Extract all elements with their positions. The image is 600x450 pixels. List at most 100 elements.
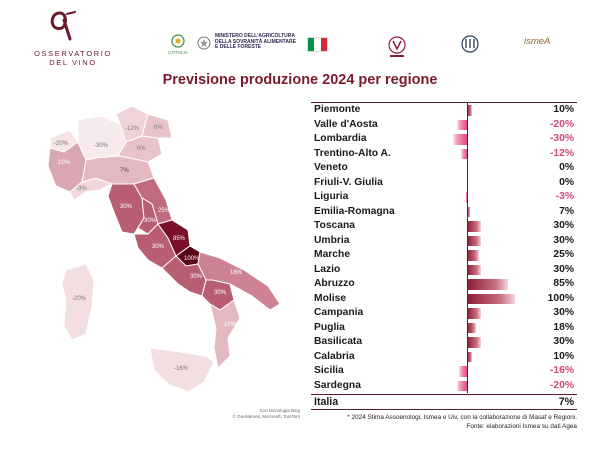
bar bbox=[465, 192, 467, 203]
value-label: 30% bbox=[553, 263, 574, 275]
chart-title: Previsione produzione 2024 per regione bbox=[162, 72, 438, 88]
bar bbox=[461, 148, 467, 159]
region-label: Lombardia bbox=[314, 133, 367, 144]
map-label-umbria: 30% bbox=[144, 218, 157, 224]
bar-row: Piemonte 10% bbox=[311, 103, 577, 118]
bar bbox=[467, 279, 508, 290]
map-label-veneto: 0% bbox=[137, 146, 146, 152]
bar-row: Abruzzo 85% bbox=[311, 277, 577, 292]
bar bbox=[467, 322, 476, 333]
value-label: 30% bbox=[553, 307, 574, 318]
value-label: -16% bbox=[549, 365, 574, 376]
bar bbox=[467, 293, 515, 304]
bar-row: Toscana 30% bbox=[311, 219, 577, 234]
map-label-abruzzo: 85% bbox=[173, 236, 186, 242]
value-label: 10% bbox=[553, 104, 574, 115]
region-label: Emilia-Romagna bbox=[314, 205, 395, 217]
ctitalia-icon bbox=[171, 34, 185, 48]
region-label: Trentino-Alto A. bbox=[314, 147, 391, 159]
map-label-sardegna: -20% bbox=[72, 296, 87, 302]
map-region-sicilia bbox=[149, 347, 215, 393]
value-label: 85% bbox=[553, 278, 574, 289]
value-label: -20% bbox=[549, 379, 574, 391]
bar-row: Friuli-V. Giulia 0% bbox=[311, 176, 577, 191]
region-label: Toscana bbox=[314, 220, 356, 231]
value-label: 18% bbox=[553, 321, 574, 333]
map-label-marche: 25% bbox=[158, 208, 171, 214]
value-label: 30% bbox=[553, 220, 574, 231]
region-bar-chart: Piemonte 10% Valle d'Aosta -20% Lombardia -30… bbox=[311, 102, 577, 410]
region-label: Basilicata bbox=[314, 336, 363, 347]
map-label-basilicata: 30% bbox=[214, 290, 227, 296]
region-label: Veneto bbox=[314, 162, 348, 173]
uiv-logo-icon bbox=[461, 35, 479, 53]
bar bbox=[467, 250, 479, 261]
region-label: Marche bbox=[314, 249, 351, 260]
bar bbox=[467, 337, 482, 348]
ministry-text: MINISTERO DELL'AGRICOLTURA DELLA SOVRANI… bbox=[215, 33, 296, 51]
map-label-valle-d-aosta: -20% bbox=[54, 141, 69, 147]
republic-emblem-icon bbox=[197, 36, 211, 50]
bar bbox=[467, 308, 482, 319]
map-label-friuli-venezia-giulia: 0% bbox=[154, 125, 163, 131]
region-label: Sicilia bbox=[314, 365, 344, 376]
bar-row: Marche 25% bbox=[311, 248, 577, 263]
footnote-source: Fonte: elaborazioni Ismea su dati Agea bbox=[466, 423, 578, 430]
bar-row: Lombardia -30% bbox=[311, 132, 577, 147]
value-label: -20% bbox=[549, 118, 574, 130]
bar-row: Sicilia -16% bbox=[311, 364, 577, 379]
zero-axis bbox=[467, 103, 468, 393]
bar bbox=[467, 221, 482, 232]
bar-row: Campania 30% bbox=[311, 306, 577, 321]
region-label: Abruzzo bbox=[314, 278, 355, 289]
region-label: Molise bbox=[314, 292, 347, 304]
value-label: -30% bbox=[549, 133, 574, 144]
italian-flag-icon bbox=[307, 37, 328, 52]
footnote-note: * 2024 Stima Assoenologi, Ismea e Uiv, c… bbox=[347, 414, 577, 421]
map-label-puglia: 18% bbox=[230, 270, 243, 276]
value-label: 100% bbox=[547, 292, 574, 304]
bar bbox=[467, 105, 472, 116]
region-label: Piemonte bbox=[314, 104, 361, 115]
bar-row: Calabria 10% bbox=[311, 350, 577, 365]
map-label-molise: 100% bbox=[184, 256, 200, 262]
logo-text: OSSERVATORIO DEL VINO bbox=[34, 49, 112, 67]
region-label: Liguria bbox=[314, 191, 349, 202]
bar bbox=[467, 206, 471, 217]
bar-rows: Piemonte 10% Valle d'Aosta -20% Lombardia -30… bbox=[311, 103, 577, 393]
map-label-toscana: 30% bbox=[120, 204, 133, 210]
bar-row: Molise 100% bbox=[311, 292, 577, 307]
bar bbox=[457, 119, 467, 130]
bar bbox=[467, 235, 482, 246]
value-label: 7% bbox=[559, 205, 574, 217]
region-label: Campania bbox=[314, 307, 364, 318]
bar bbox=[467, 351, 472, 362]
value-label: 10% bbox=[553, 350, 574, 362]
total-row: Italia 7% bbox=[311, 394, 577, 410]
map-attribution: Con tecnologia Bing © GeoNames, Microsof… bbox=[232, 408, 301, 419]
total-label: Italia bbox=[314, 396, 339, 408]
bar-row: Umbria 30% bbox=[311, 234, 577, 249]
bar bbox=[452, 134, 467, 145]
italy-choropleth-map: -20% 10% -30% -12% 0% 0% -3% 7% 30% 25% … bbox=[47, 105, 281, 393]
value-label: -3% bbox=[555, 191, 574, 202]
value-label: 0% bbox=[559, 176, 574, 188]
region-label: Valle d'Aosta bbox=[314, 118, 378, 130]
map-region-sardegna bbox=[61, 263, 95, 341]
map-label-lombardia: -30% bbox=[94, 143, 109, 149]
map-region-friuli-venezia-giulia bbox=[141, 113, 173, 139]
bar-row: Trentino-Alto A. -12% bbox=[311, 147, 577, 162]
map-region-calabria bbox=[209, 299, 241, 370]
bar-row: Veneto 0% bbox=[311, 161, 577, 176]
bar bbox=[457, 380, 467, 391]
footnotes: * 2024 Stima Assoenologi, Ismea e Uiv, c… bbox=[311, 413, 577, 431]
assoenologi-logo-icon bbox=[388, 36, 406, 57]
bar-row: Emilia-Romagna 7% bbox=[311, 205, 577, 220]
bar-row: Valle d'Aosta -20% bbox=[311, 118, 577, 133]
ismea-logo: ismeA bbox=[524, 36, 551, 47]
region-label: Lazio bbox=[314, 263, 341, 275]
osservatorio-logo-icon bbox=[50, 11, 76, 41]
map-label-emilia-romagna: 7% bbox=[120, 168, 129, 174]
bar bbox=[459, 366, 467, 377]
region-label: Umbria bbox=[314, 234, 350, 246]
